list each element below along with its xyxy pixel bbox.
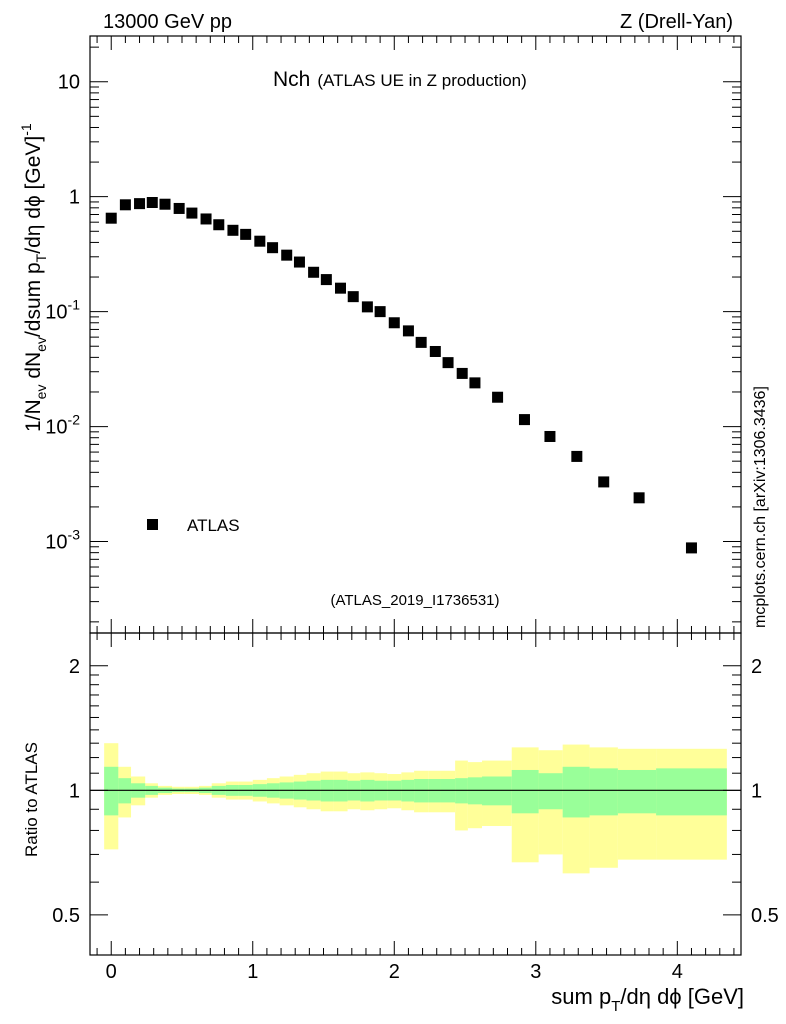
x-tick-label: 0 [106,961,117,983]
x-tick-label: 1 [247,961,258,983]
data-point [213,219,225,231]
data-point [518,414,530,426]
data-point [415,336,427,348]
top-frame [89,35,742,634]
legend-marker [147,519,158,530]
header-left-label: 13000 GeV pp [103,11,232,33]
data-point [685,542,697,554]
data-point [281,249,293,261]
data-point [388,317,400,329]
ratio-band-inner [511,769,539,814]
data-point [334,282,346,294]
ratio-band-inner [589,768,618,816]
ratio-y-axis-label: Ratio to ATLAS [22,742,41,857]
data-point [598,476,610,488]
data-point [134,198,146,210]
plot-title-main: Nch [273,68,310,91]
data-point [119,199,131,211]
ratio-frame [89,632,742,956]
top-y-tick-label: 10-3 [45,527,80,554]
ratio-band-inner [104,766,119,816]
axes: 0 1 2 3 4 10 1 10-1 10-2 10-3 2 2 1 1 0.5 0.5 [45,35,779,983]
top-y-tick-label: 10 [58,72,80,94]
data-point [200,213,212,225]
data-point [159,198,171,210]
x-tick-label: 4 [672,961,683,983]
ratio-y-tick-label-right: 2 [751,656,762,678]
x-axis-label: sum pT/dη dϕ [GeV] [551,984,744,1015]
data-point [492,391,504,403]
top-y-tick-label: 1 [69,187,80,209]
data-point [402,325,414,337]
data-point [254,235,266,247]
ratio-panel [90,743,741,874]
data-point [456,367,468,379]
data-point [544,430,556,442]
data-point [146,197,158,209]
ratio-band-inner [656,768,727,816]
data-point [347,291,359,303]
data-point [429,345,441,357]
ratio-y-tick-label-right: 1 [751,780,762,802]
legend-label: ATLAS [187,516,240,535]
plot-title-sub: (ATLAS UE in Z production) [317,71,526,90]
ratio-y-tick-label-right: 0.5 [751,905,779,927]
ratio-band-inner [617,769,657,814]
ratio-y-tick-label-left: 1 [69,780,80,802]
ratio-y-tick-label-left: 0.5 [52,905,80,927]
x-tick-label: 2 [389,961,400,983]
data-point [361,301,373,313]
data-point [571,450,583,462]
data-markers [105,197,697,554]
data-point [186,207,198,219]
top-y-axis-label: 1/Nev dNev/dsum pT/dη dϕ [GeV]-1 [18,123,49,432]
data-point [227,224,239,236]
data-point [267,242,279,254]
data-point [633,492,645,504]
x-tick-label: 3 [530,961,541,983]
data-point [105,212,117,224]
ratio-y-tick-label-left: 2 [69,656,80,678]
top-y-tick-label: 10-2 [45,412,80,439]
data-point [173,202,185,214]
side-watermark-label: mcplots.cern.ch [arXiv:1306.3436] [752,386,769,628]
ratio-band-inner [538,773,563,810]
analysis-id-label: (ATLAS_2019_I1736531) [330,592,499,609]
data-point [374,306,386,318]
plot-title: Nch (ATLAS UE in Z production) [273,68,527,91]
data-point [293,256,305,268]
data-point [469,377,481,389]
ratio-band-inner [562,766,590,818]
data-point [442,357,454,369]
data-point [240,228,252,240]
top-y-tick-label: 10-1 [45,297,80,324]
data-point [308,266,320,278]
header-right-label: Z (Drell-Yan) [620,11,733,33]
data-point [320,274,332,286]
